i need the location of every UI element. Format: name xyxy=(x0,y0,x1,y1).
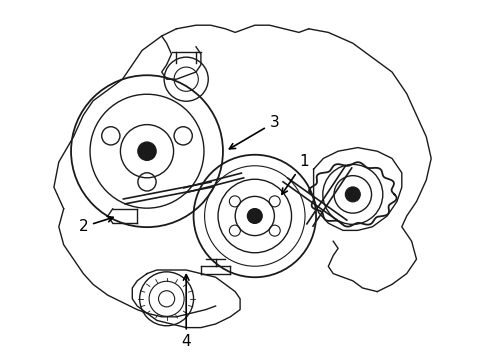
Text: 2: 2 xyxy=(78,216,113,234)
Text: 1: 1 xyxy=(282,154,309,194)
Text: 4: 4 xyxy=(181,275,191,350)
Circle shape xyxy=(345,187,360,202)
Text: 3: 3 xyxy=(229,115,279,149)
Circle shape xyxy=(138,142,156,160)
Circle shape xyxy=(247,209,262,223)
